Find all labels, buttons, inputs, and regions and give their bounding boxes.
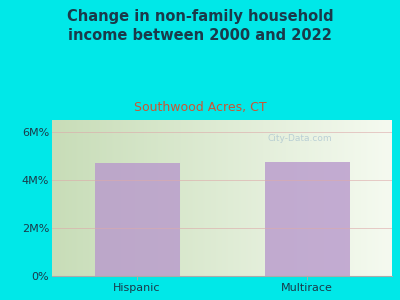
Text: Southwood Acres, CT: Southwood Acres, CT [134, 100, 266, 113]
Bar [94, 163, 180, 276]
Bar [264, 162, 350, 276]
Text: Change in non-family household
income between 2000 and 2022: Change in non-family household income be… [67, 9, 333, 43]
Text: City-Data.com: City-Data.com [268, 134, 332, 143]
